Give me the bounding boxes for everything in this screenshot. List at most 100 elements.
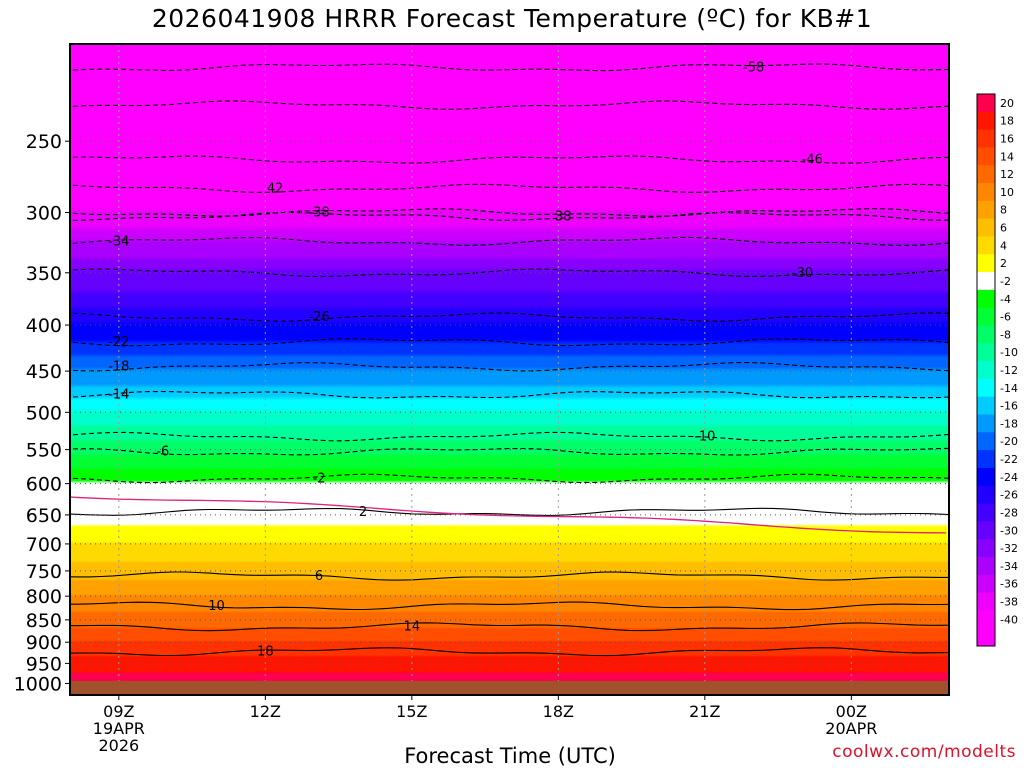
- colorbar-swatch: [977, 183, 995, 202]
- y-tick-label: 1000: [14, 673, 62, 695]
- contour-line: [70, 431, 949, 442]
- ground-surface: [70, 681, 949, 695]
- colorbar-swatch: [977, 218, 995, 237]
- colorbar-label: -36: [1000, 578, 1018, 591]
- contour-label: -38: [308, 206, 329, 221]
- colorbar-label: -8: [1000, 328, 1011, 341]
- y-tick-label: 600: [26, 474, 62, 496]
- colorbar-swatch: [977, 396, 995, 416]
- x-axis-title: Forecast Time (UTC): [404, 744, 616, 768]
- colorbar-label: -10: [1000, 346, 1018, 359]
- contour-label: -22: [108, 335, 129, 350]
- contour-label: -10: [694, 430, 715, 445]
- contour-label: -14: [108, 388, 129, 403]
- colorbar-swatch: [977, 94, 995, 113]
- colorbar-label: 18: [1000, 115, 1014, 128]
- colorbar-swatch: [977, 129, 995, 148]
- colorbar-swatch: [977, 628, 995, 647]
- y-tick-label: 800: [26, 586, 62, 608]
- contour-label: 38: [555, 209, 572, 224]
- y-tick-label: 850: [26, 610, 62, 632]
- contour-label: -30: [792, 266, 813, 281]
- colorbar-swatch: [977, 521, 995, 540]
- contour-line: [70, 211, 949, 221]
- contour-line: [70, 601, 949, 611]
- colorbar-label: -26: [1000, 489, 1018, 502]
- colorbar-label: -22: [1000, 453, 1018, 466]
- colorbar-label: -14: [1000, 382, 1018, 395]
- colorbar-swatch: [977, 165, 995, 184]
- contour-label: -26: [308, 310, 329, 325]
- x-tick-label: 09Z: [103, 702, 134, 721]
- colorbar-label: 12: [1000, 168, 1014, 181]
- colorbar-label: 2: [1000, 257, 1007, 270]
- colorbar-swatch: [977, 307, 995, 326]
- x-tick-label: 00Z: [836, 702, 867, 721]
- x-tick-label: 19APR: [93, 719, 145, 738]
- y-tick-label: 700: [26, 534, 62, 556]
- contour-label: 14: [404, 620, 421, 635]
- contour-line: [70, 208, 949, 217]
- contour-label: -2: [313, 471, 326, 486]
- colorbar-label: 10: [1000, 186, 1014, 199]
- colorbar-label: -34: [1000, 560, 1018, 573]
- colorbar-swatch: [977, 432, 995, 451]
- colorbar-label: 16: [1000, 133, 1014, 146]
- x-tick-label: 12Z: [250, 702, 281, 721]
- contour-lines: [70, 63, 949, 657]
- y-tick-label: 500: [26, 402, 62, 424]
- contour-label: -58: [743, 60, 764, 75]
- contour-line: [70, 338, 949, 347]
- plot-area: [70, 44, 949, 695]
- temperature-field: [70, 44, 949, 695]
- contour-line: [70, 507, 949, 516]
- y-tick-label: 900: [26, 632, 62, 654]
- chart-title: 2026041908 HRRR Forecast Temperature (ºC…: [151, 4, 873, 33]
- grid-lines: [70, 44, 949, 695]
- colorbar-swatch: [977, 289, 995, 309]
- colorbar-swatch: [977, 539, 995, 558]
- contour-line: [70, 100, 949, 110]
- colorbar-label: 8: [1000, 204, 1007, 217]
- colorbar-swatch: [977, 467, 995, 487]
- contour-line: [70, 63, 949, 72]
- colorbar-label: 14: [1000, 150, 1014, 163]
- x-tick-label: 18Z: [543, 702, 574, 721]
- colorbar-label: -4: [1000, 293, 1011, 306]
- colorbar-label: -24: [1000, 471, 1018, 484]
- contour-label: 6: [315, 569, 323, 584]
- colorbar-label: -18: [1000, 417, 1018, 430]
- contour-line: [70, 390, 949, 399]
- colorbar-label: -20: [1000, 435, 1018, 448]
- y-tick-label: 400: [26, 315, 62, 337]
- colorbar-label: -6: [1000, 311, 1011, 324]
- colorbar-swatch: [977, 343, 995, 362]
- colorbar-label: 6: [1000, 222, 1007, 235]
- contour-line: [70, 473, 949, 484]
- contour-line: [70, 647, 949, 657]
- contour-line: [70, 362, 949, 372]
- colorbar-swatch: [977, 574, 995, 594]
- plot-frame: [69, 43, 950, 696]
- colorbar-label: 4: [1000, 239, 1007, 252]
- y-tick-label: 750: [26, 561, 62, 583]
- contour-line: [70, 312, 949, 322]
- y-axis: 2503003504004505005506006507007508008509…: [14, 131, 70, 695]
- x-tick-label: 21Z: [689, 702, 720, 721]
- y-tick-label: 250: [26, 131, 62, 153]
- contour-line: [70, 447, 949, 456]
- contour-label: -18: [108, 360, 129, 375]
- x-tick-label: 20APR: [825, 719, 877, 738]
- y-tick-label: 650: [26, 505, 62, 527]
- contour-label: -6: [156, 445, 169, 460]
- colorbar-swatch: [977, 503, 995, 522]
- contour-line: [70, 236, 949, 246]
- colorbar-swatch: [977, 200, 995, 220]
- contour-label: 18: [257, 645, 274, 660]
- colorbar-label: -32: [1000, 542, 1018, 555]
- contour-line: [70, 155, 949, 164]
- contour-line: [70, 571, 949, 581]
